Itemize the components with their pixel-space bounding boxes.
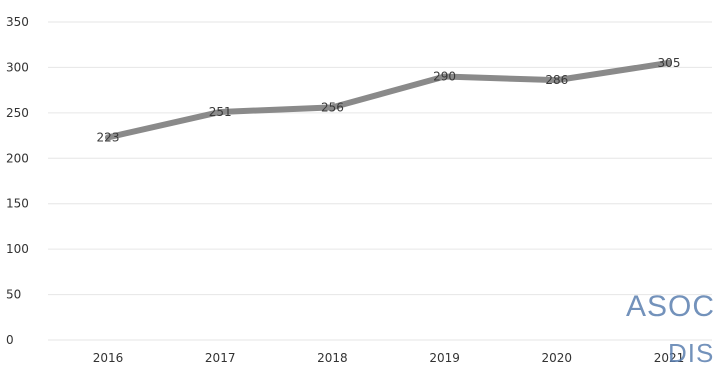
y-tick-label: 250 bbox=[6, 106, 29, 120]
data-point bbox=[217, 108, 224, 115]
data-label: 290 bbox=[433, 70, 456, 84]
data-point bbox=[553, 77, 560, 84]
y-tick-label: 0 bbox=[6, 333, 14, 347]
x-tick-label: 2016 bbox=[93, 351, 124, 365]
y-tick-label: 150 bbox=[6, 197, 29, 211]
data-label: 256 bbox=[321, 100, 344, 114]
x-tick-label: 2021 bbox=[654, 351, 685, 365]
gridlines bbox=[48, 21, 712, 341]
stamp-text-top: ASOC bbox=[625, 290, 715, 323]
x-tick-label: 2018 bbox=[317, 351, 348, 365]
x-tick-label: 2020 bbox=[542, 351, 573, 365]
data-label: 251 bbox=[209, 105, 232, 119]
y-tick-label: 50 bbox=[6, 288, 21, 302]
y-tick-label: 300 bbox=[6, 60, 29, 74]
y-tick-label: 350 bbox=[6, 15, 29, 29]
x-tick-label: 2019 bbox=[429, 351, 460, 365]
data-point bbox=[105, 134, 111, 141]
stamp-text-bottom: DIS bbox=[668, 338, 715, 368]
x-axis-ticks: 2016 2017 2018 2019 2020 2021 bbox=[93, 351, 685, 365]
data-labels: 223 251 256 290 286 305 bbox=[97, 56, 681, 145]
data-label: 223 bbox=[97, 130, 120, 144]
x-tick-label: 2017 bbox=[205, 351, 236, 365]
series-line bbox=[105, 59, 672, 141]
data-point bbox=[441, 73, 448, 80]
data-label: 286 bbox=[545, 73, 568, 87]
y-tick-label: 100 bbox=[6, 242, 29, 256]
data-label: 305 bbox=[658, 56, 681, 70]
series bbox=[105, 59, 672, 141]
data-points bbox=[105, 59, 672, 141]
data-point bbox=[666, 59, 672, 66]
y-axis-ticks: 0 50 100 150 200 250 300 350 bbox=[6, 15, 29, 347]
data-point bbox=[329, 104, 336, 111]
y-tick-label: 200 bbox=[6, 151, 29, 165]
